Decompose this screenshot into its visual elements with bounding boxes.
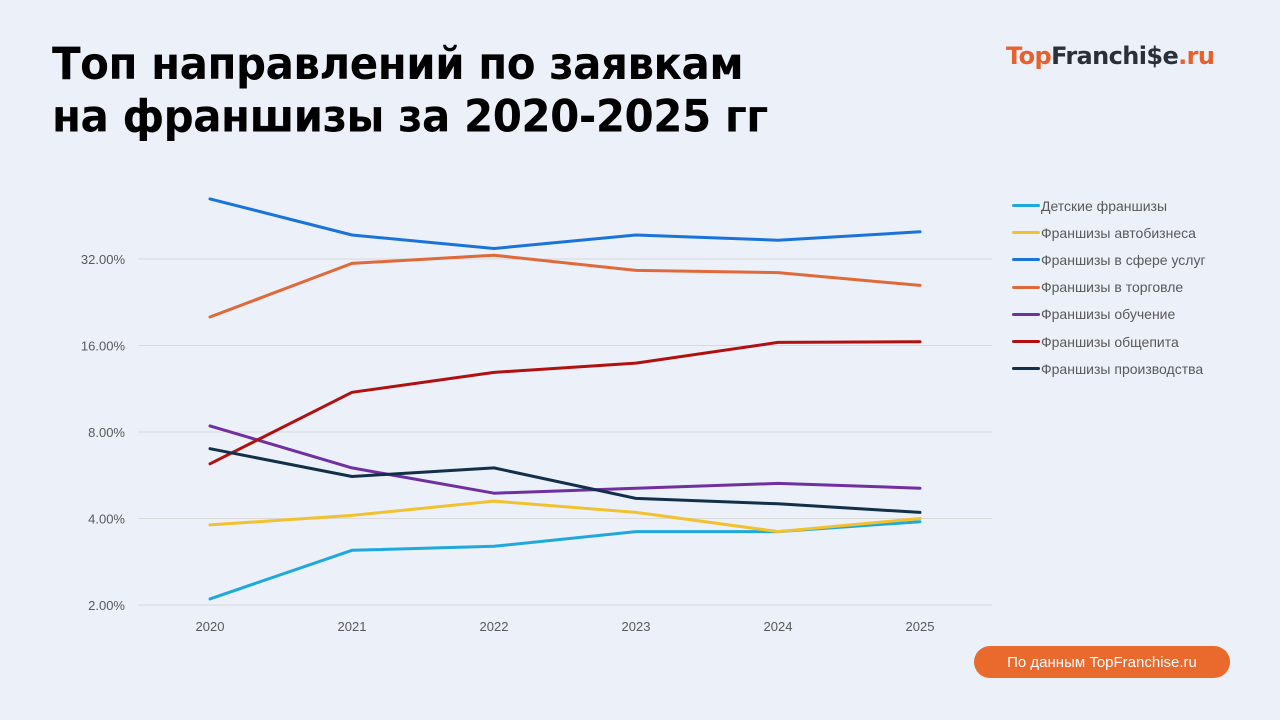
y-tick-label: 32.00% [81,252,126,267]
legend-line-icon [1012,231,1040,235]
legend-label: Детские франшизы [1041,197,1168,214]
x-tick-label: 2023 [622,619,651,634]
legend-item: Франшизы в торговле [1012,274,1206,301]
logo-rest: Franchi$e [1051,42,1179,70]
chart-gridlines [138,258,992,606]
legend-line-icon [1012,204,1040,208]
legend-item: Франшизы производства [1012,355,1206,382]
legend-line-icon [1012,258,1040,262]
legend-item: Франшизы обучение [1012,301,1206,328]
y-tick-label: 4.00% [88,512,125,527]
x-tick-label: 2022 [480,619,509,634]
series-line [208,520,922,601]
legend-label: Франшизы обучение [1041,306,1176,323]
x-axis-ticks: 2020 2021 2022 2023 2024 2025 [196,619,935,634]
legend-item: Франшизы автобизнеса [1012,219,1206,246]
legend-label: Франшизы общепита [1041,333,1179,350]
y-axis-ticks: 2.00% 4.00% 8.00% 16.00% 32.00% [81,252,126,613]
legend-line-icon [1012,285,1040,289]
legend-line-icon [1012,340,1040,344]
legend-label: Франшизы производства [1041,360,1204,377]
chart-series-lines [208,197,922,601]
series-line [208,253,922,319]
title-line-2: на франшизы за 2020-2025 гг [52,90,768,142]
y-tick-label: 2.00% [88,598,125,613]
series-line [208,424,922,495]
legend-line-icon [1012,312,1040,316]
title-line-1: Топ направлений по заявкам [52,38,744,90]
source-label: По данным TopFranchise.ru [1007,653,1197,671]
legend-line-icon [1012,367,1040,371]
brand-logo: TopFranchi$e.ru [1006,42,1215,70]
x-tick-label: 2025 [906,619,935,634]
x-tick-label: 2024 [764,619,793,634]
legend-label: Франшизы в сфере услуг [1041,251,1206,268]
series-line [208,447,922,514]
page-title: Топ направлений по заявкам на франшизы з… [52,38,768,143]
legend-item: Франшизы общепита [1012,328,1206,355]
series-line [208,197,922,250]
chart-legend: Детские франшизы Франшизы автобизнеса Фран… [1012,192,1206,382]
source-button[interactable]: По данным TopFranchise.ru [974,646,1230,678]
legend-item: Франшизы в сфере услуг [1012,246,1206,273]
x-tick-label: 2020 [196,619,225,634]
y-tick-label: 8.00% [88,425,125,440]
series-line [208,499,922,534]
legend-label: Франшизы автобизнеса [1041,224,1196,241]
series-line [208,340,922,466]
logo-top: Top [1006,42,1052,70]
y-tick-label: 16.00% [81,339,126,354]
legend-label: Франшизы в торговле [1041,279,1184,296]
legend-item: Детские франшизы [1012,192,1206,219]
logo-domain: .ru [1178,42,1215,70]
x-tick-label: 2021 [338,619,367,634]
